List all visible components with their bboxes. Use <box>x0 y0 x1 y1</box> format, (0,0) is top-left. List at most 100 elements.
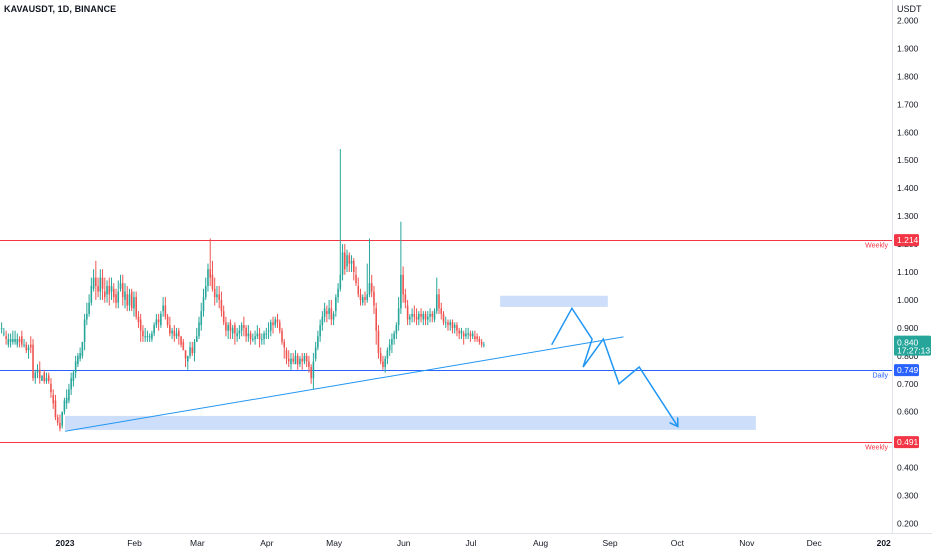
candle-body <box>312 361 315 379</box>
candle-body <box>415 316 418 320</box>
candle <box>413 305 416 323</box>
candle-body <box>352 260 355 272</box>
candle <box>294 350 297 365</box>
candle <box>388 339 391 356</box>
candle-body <box>164 305 167 317</box>
candle-body <box>296 355 299 365</box>
candle-body <box>444 322 447 324</box>
candle <box>56 414 59 426</box>
candle-body <box>364 297 366 300</box>
candle <box>400 221 402 314</box>
candle-body <box>101 277 104 289</box>
candle-body <box>153 325 155 334</box>
candle <box>72 369 75 387</box>
candle-body <box>222 311 225 323</box>
candle <box>368 238 371 298</box>
candle-body <box>276 319 279 323</box>
currency-label[interactable]: USDT <box>897 4 922 14</box>
weekly-resistance-badge <box>894 234 919 247</box>
candle-body <box>418 313 420 320</box>
candle <box>263 330 265 345</box>
candle-body <box>254 336 256 340</box>
candle-body <box>265 333 268 335</box>
candle <box>375 302 378 345</box>
candle-body <box>90 285 93 303</box>
time-tick-label: Jul <box>466 538 477 548</box>
candle-body <box>247 333 250 337</box>
candle-body <box>236 333 238 337</box>
price-tick-label: 0.900 <box>897 323 919 333</box>
candle <box>112 283 115 303</box>
candle <box>256 325 259 340</box>
candle-body <box>182 341 185 351</box>
candle-body <box>433 311 436 320</box>
candle <box>77 353 79 368</box>
candle-body <box>207 269 209 286</box>
candle <box>339 149 342 292</box>
candle <box>231 325 234 340</box>
candle <box>254 330 256 345</box>
candle <box>301 353 303 370</box>
candles-layer <box>0 149 485 432</box>
candle-body <box>471 333 474 337</box>
candle-body <box>267 330 270 332</box>
candle <box>276 313 279 328</box>
candle-body <box>126 294 129 306</box>
candle <box>469 330 472 342</box>
candle <box>247 325 250 342</box>
candle <box>234 322 236 345</box>
candle-body <box>29 344 32 348</box>
candle <box>209 238 212 286</box>
candle-body <box>476 336 478 340</box>
candle <box>166 313 169 328</box>
candle <box>440 302 443 320</box>
candle-body <box>59 422 61 429</box>
candle <box>92 269 95 292</box>
candle-body <box>256 333 259 337</box>
candle <box>207 263 209 292</box>
candle-body <box>370 283 373 292</box>
candle <box>204 277 207 300</box>
time-axis[interactable]: 2023 Feb Mar Apr May Jun Jul Aug Sep Oct Nov Dec 202 <box>56 538 892 548</box>
candle-body <box>330 308 333 320</box>
candle-body <box>47 375 50 381</box>
candle <box>431 311 434 323</box>
candle-body <box>148 336 151 338</box>
time-tick-label: Apr <box>260 538 273 548</box>
symbol-title: KAVAUSDT, 1D, BINANCE <box>4 4 117 14</box>
candle-body <box>377 330 380 354</box>
candle <box>124 283 126 309</box>
candle-body <box>413 313 416 317</box>
candle-body <box>469 333 472 337</box>
weekly-resistance-badge-label: 1.214 <box>897 235 919 245</box>
candle <box>240 322 243 337</box>
candle <box>146 330 149 342</box>
candle-body <box>171 330 173 334</box>
time-tick-label: Dec <box>807 538 823 548</box>
projection-layer <box>551 306 678 425</box>
candle-body <box>422 313 425 320</box>
candle-body <box>184 350 187 359</box>
price-axis[interactable]: 2.000 1.900 1.800 1.700 1.600 1.500 1.400 1.300… <box>897 16 919 529</box>
candle <box>95 260 97 300</box>
candle <box>308 355 310 373</box>
candle <box>245 325 247 342</box>
candle-body <box>332 313 335 320</box>
candle-body <box>335 297 337 312</box>
candle <box>225 316 227 337</box>
candle-body <box>72 372 75 381</box>
candle-body <box>328 308 330 314</box>
candle-body <box>384 358 386 368</box>
candle-body <box>458 330 460 334</box>
candle <box>52 389 55 409</box>
candle-body <box>130 291 133 309</box>
candle-body <box>195 336 198 342</box>
candle <box>50 378 52 398</box>
candle <box>59 414 61 432</box>
candle-body <box>79 353 81 359</box>
candle <box>74 355 77 379</box>
weekly-support-badge-label: 0.491 <box>897 437 919 447</box>
candle-body <box>18 339 21 342</box>
